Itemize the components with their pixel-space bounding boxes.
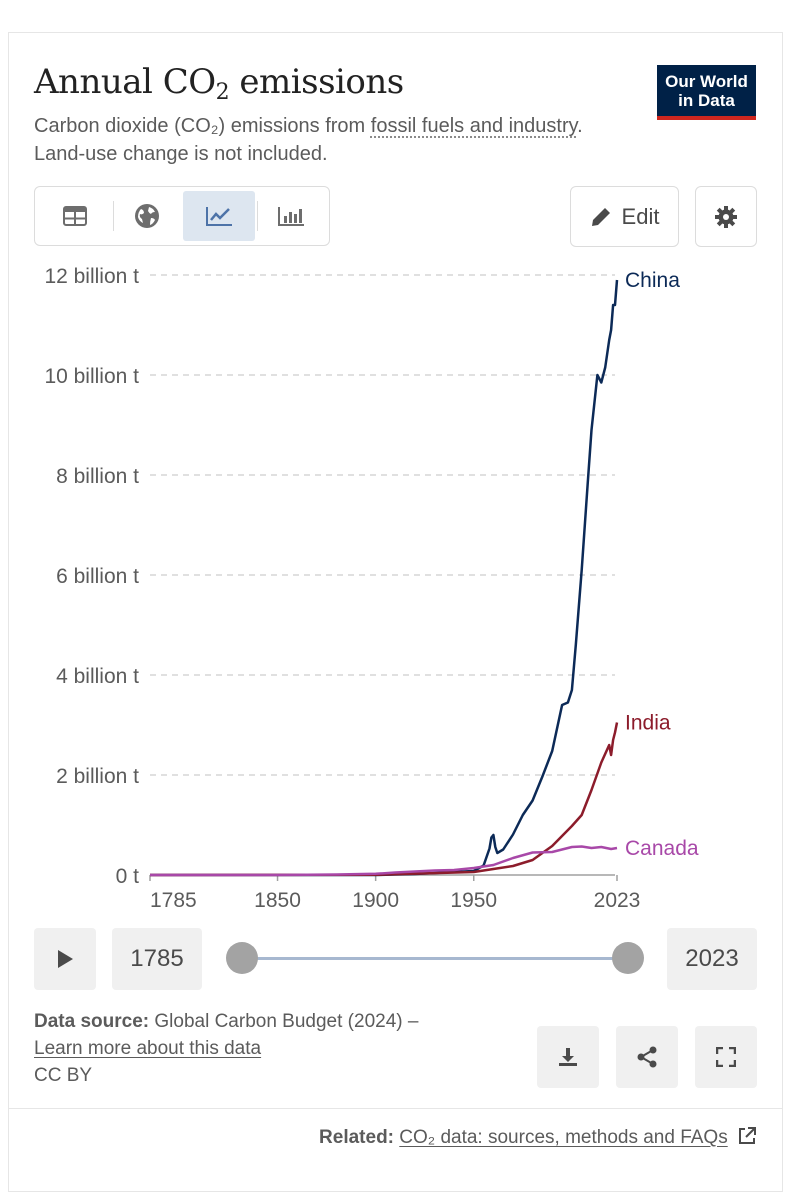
series-line-china [150, 279, 619, 877]
fossil-fuels-link[interactable]: fossil fuels and industry [370, 115, 578, 137]
y-tick-label: 8 billion t [56, 465, 139, 488]
tab-map[interactable] [111, 191, 183, 241]
start-year-button[interactable]: 1785 [112, 928, 202, 990]
line-chart: 0 t 2 billion t 4 billion t 6 billion t 8 bi… [44, 265, 699, 912]
footer-divider [8, 1108, 783, 1109]
expand-icon [716, 1047, 736, 1067]
start-year-handle[interactable] [226, 942, 258, 974]
chart-card [8, 32, 783, 1192]
series-line-india [149, 722, 619, 877]
pencil-icon [591, 207, 610, 226]
y-tick-label: 2 billion t [56, 765, 139, 788]
owid-logo[interactable]: Our World in Data [657, 65, 756, 120]
series-label-canada: Canada [625, 837, 699, 860]
related-links: Related: CO₂ data: sources, methods and … [319, 1126, 757, 1149]
learn-more-link[interactable]: Learn more about this data [34, 1038, 262, 1059]
y-tick-label: 0 t [116, 865, 140, 888]
fullscreen-button[interactable] [695, 1026, 757, 1088]
series-label-china: China [625, 269, 680, 292]
x-tick-label: 1785 [150, 889, 197, 912]
chart-subtitle: Carbon dioxide (CO₂) emissions from foss… [34, 115, 583, 165]
co2-faq-link[interactable]: CO₂ data: sources, methods and FAQs [399, 1127, 728, 1148]
edit-button[interactable]: Edit [570, 186, 679, 247]
end-year-button[interactable]: 2023 [667, 928, 757, 990]
y-tick-label: 4 billion t [56, 665, 139, 688]
x-tick-label: 1850 [254, 889, 301, 912]
external-link-icon [739, 1127, 756, 1144]
tab-bar-chart[interactable] [255, 191, 327, 241]
tab-table[interactable] [39, 191, 111, 241]
end-year-handle[interactable] [612, 942, 644, 974]
data-source: Data source: Global Carbon Budget (2024)… [34, 1008, 418, 1089]
globe-icon [135, 204, 159, 228]
series-line-canada [150, 845, 618, 877]
y-tick-label: 6 billion t [56, 565, 139, 588]
chart-title: Annual CO2 emissions [34, 62, 404, 105]
series-label-india: India [625, 712, 671, 735]
play-button[interactable] [34, 928, 96, 990]
bar-chart-icon [278, 207, 304, 226]
view-tabs [34, 186, 330, 246]
x-tick-label: 1900 [352, 889, 399, 912]
settings-button[interactable] [695, 186, 757, 247]
y-tick-label: 12 billion t [44, 265, 139, 288]
y-tick-label: 10 billion t [44, 365, 139, 388]
gear-icon [715, 205, 737, 228]
line-chart-icon [206, 207, 232, 226]
download-button[interactable] [537, 1026, 599, 1088]
share-icon [637, 1046, 657, 1068]
download-icon [559, 1048, 577, 1066]
play-icon [58, 950, 73, 968]
x-tick-label: 2023 [594, 889, 641, 912]
share-button[interactable] [616, 1026, 678, 1088]
tab-line-chart[interactable] [183, 191, 255, 241]
license-text: CC BY [34, 1065, 93, 1086]
x-tick-label: 1950 [450, 889, 497, 912]
table-icon [63, 206, 87, 226]
timeline-slider[interactable] [242, 957, 628, 960]
